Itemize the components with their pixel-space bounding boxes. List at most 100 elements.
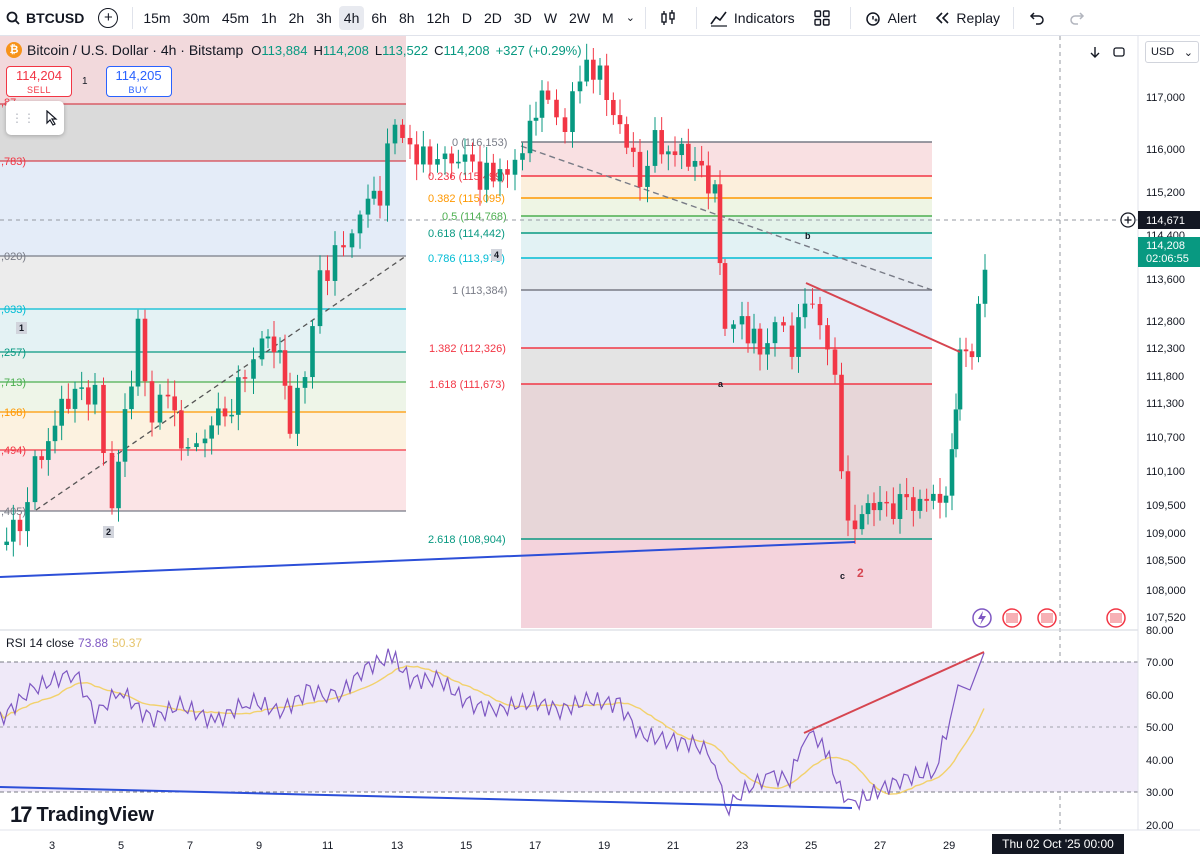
sell-button[interactable]: 114,204 SELL <box>6 66 72 97</box>
fib-label: ,168) <box>1 407 26 419</box>
layouts-button[interactable] <box>804 9 846 27</box>
rsi-tick: 30.00 <box>1146 787 1174 799</box>
interval-m[interactable]: M <box>602 9 614 26</box>
candle-body <box>897 494 903 519</box>
compare-symbol-button[interactable]: + <box>98 7 119 28</box>
fib-level-label: 1.382 (112,326) <box>429 343 506 355</box>
event-icons[interactable] <box>972 608 1126 628</box>
indicators-button[interactable]: Indicators <box>701 9 804 27</box>
candle-body <box>539 90 545 118</box>
redo-button[interactable] <box>1060 11 1102 25</box>
divider <box>132 6 134 29</box>
time-tick: 23 <box>736 840 748 852</box>
alert-button[interactable]: Alert <box>855 9 926 27</box>
candle-body <box>891 503 896 519</box>
rsi-ma-value: 50.37 <box>112 636 143 650</box>
candle-body <box>577 81 583 92</box>
price-tick: 111,800 <box>1146 371 1184 383</box>
interval-2h[interactable]: 2h <box>288 9 305 26</box>
dashed-trend-line[interactable] <box>35 255 407 511</box>
rsi-tick: 50.00 <box>1146 722 1174 734</box>
candle-body <box>59 398 64 426</box>
support-trend-line[interactable] <box>0 541 856 578</box>
price-tick: 113,600 <box>1146 274 1185 286</box>
symbol-search[interactable]: BTCUSD <box>0 0 94 36</box>
resistance-trend-line[interactable] <box>805 282 961 353</box>
rsi-support-line[interactable] <box>0 786 853 809</box>
candle-body <box>545 90 551 100</box>
fib-zone <box>0 412 406 450</box>
wave-label-box <box>103 526 114 538</box>
candle-body <box>46 441 51 460</box>
candle-body <box>407 137 413 145</box>
candle-body <box>512 159 518 175</box>
interval-3h[interactable]: 3h <box>316 9 332 26</box>
candle-body <box>533 117 539 121</box>
candle-body <box>722 263 728 329</box>
candle-body <box>92 384 98 405</box>
candle-body <box>157 394 163 423</box>
undo-button[interactable] <box>1018 11 1060 25</box>
candle-body <box>142 318 148 382</box>
candle-body <box>135 318 141 387</box>
fib-level-label: 2.618 (108,904) <box>428 534 506 546</box>
candle-body <box>209 425 214 439</box>
interval-45m[interactable]: 45m <box>221 9 250 26</box>
fib-retracement-right[interactable]: 0 (116,153)0.236 (115,499)0.382 (115,095… <box>428 137 932 628</box>
candle-body <box>739 316 745 325</box>
candle-body <box>202 438 208 444</box>
candle-body <box>456 161 461 164</box>
interval-2d[interactable]: 2D <box>484 9 502 26</box>
price-axis[interactable] <box>1138 36 1200 830</box>
candle-body <box>484 162 489 190</box>
interval-d[interactable]: D <box>461 9 472 26</box>
buy-button[interactable]: 114,205 BUY <box>105 66 172 97</box>
chevron-down-icon[interactable]: ⌄ <box>625 12 635 24</box>
fib-retracement-left[interactable]: ,87.. ,783) ,020) ,033) ,257) ,713) ,168… <box>0 36 406 518</box>
price-tick: 110,100 <box>1146 466 1185 478</box>
dashed-trend-line[interactable] <box>520 145 933 291</box>
interval-4h[interactable]: 4h <box>338 5 365 30</box>
candle-body <box>884 501 889 504</box>
scroll-down-button[interactable] <box>1083 41 1107 63</box>
time-tick: 19 <box>598 840 610 852</box>
replay-button[interactable]: Replay <box>925 10 1009 26</box>
cursor-arrow-icon[interactable] <box>45 110 59 126</box>
wave-label-1: 1 <box>19 323 24 333</box>
rsi-divergence-line[interactable] <box>803 651 985 734</box>
interval-8h[interactable]: 8h <box>398 9 415 26</box>
price-tick: 108,500 <box>1146 555 1186 567</box>
candle-body <box>86 387 91 405</box>
candle-body <box>385 143 390 206</box>
chart-type-button[interactable] <box>650 9 692 27</box>
interval-2w[interactable]: 2W <box>569 9 591 26</box>
candle-body <box>679 143 684 156</box>
candle-body <box>562 117 568 133</box>
interval-30m[interactable]: 30m <box>182 9 210 26</box>
candle-body <box>421 146 426 165</box>
interval-12h[interactable]: 12h <box>426 9 450 26</box>
fib-zone <box>521 176 932 198</box>
currency-select[interactable]: USD ⌄ <box>1145 41 1199 63</box>
fullscreen-button[interactable] <box>1107 41 1131 63</box>
candle-body <box>917 498 923 511</box>
interval-1h[interactable]: 1h <box>261 9 277 26</box>
tradingview-logo[interactable]: 17 TradingView <box>10 802 154 828</box>
rsi-title: RSI 14 close <box>6 636 75 650</box>
candle-body <box>325 270 330 281</box>
rsi-pane[interactable] <box>0 648 1138 817</box>
alarm-clock-icon <box>865 11 880 26</box>
interval-w[interactable]: W <box>543 9 558 26</box>
candle-body <box>17 519 23 532</box>
floating-cursor-toolbar[interactable]: ⋮⋮ <box>6 101 64 135</box>
interval-3d[interactable]: 3D <box>513 9 532 26</box>
crosshair-time-tag: Thu 02 Oct '25 00:00 <box>992 834 1124 854</box>
price-tick: 112,800 <box>1146 316 1185 328</box>
drag-handle-icon[interactable]: ⋮⋮ <box>11 111 35 125</box>
candle-body <box>310 326 315 378</box>
interval-15m[interactable]: 15m <box>143 9 171 26</box>
rsi-tick: 70.00 <box>1146 657 1174 669</box>
candle-body <box>497 169 503 182</box>
interval-6h[interactable]: 6h <box>371 9 387 26</box>
